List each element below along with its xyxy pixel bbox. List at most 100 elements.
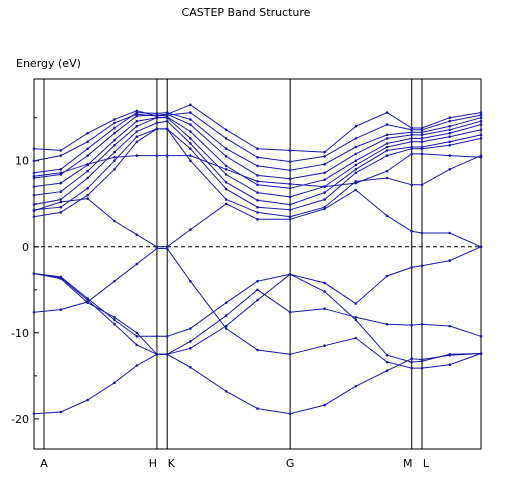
band-point xyxy=(288,187,292,190)
band-point xyxy=(113,150,116,154)
band-point xyxy=(323,205,326,209)
band-point xyxy=(385,123,389,126)
band-point xyxy=(113,126,116,130)
band-point xyxy=(113,318,116,322)
band-point xyxy=(135,154,139,157)
band-point xyxy=(113,156,116,159)
band-point xyxy=(135,130,139,133)
kpoint-label-K: K xyxy=(168,457,176,470)
band-point xyxy=(59,154,63,157)
band-line-12 xyxy=(33,113,482,180)
band-point xyxy=(385,360,389,364)
band-point xyxy=(323,307,326,311)
band-point xyxy=(354,159,358,162)
band-point xyxy=(135,109,139,113)
band-line-16 xyxy=(33,153,482,188)
band-point xyxy=(224,198,228,201)
band-point xyxy=(288,215,292,218)
band-point xyxy=(113,219,116,223)
band-point xyxy=(420,152,424,156)
band-point xyxy=(288,195,292,199)
band-point xyxy=(165,353,169,356)
band-point xyxy=(224,314,228,317)
band-point xyxy=(354,181,358,185)
band-point xyxy=(410,126,414,130)
band-point xyxy=(448,231,452,235)
band-point xyxy=(86,193,89,197)
band-point xyxy=(385,154,389,157)
band-point xyxy=(448,119,452,123)
band-point xyxy=(165,245,169,249)
band-point xyxy=(189,347,192,350)
band-point xyxy=(32,215,36,218)
band-point xyxy=(410,152,414,156)
band-point xyxy=(410,357,414,361)
band-point xyxy=(354,137,358,140)
band-point xyxy=(155,335,159,338)
band-point xyxy=(354,318,358,322)
band-point xyxy=(354,171,358,175)
band-point xyxy=(288,168,292,172)
band-point xyxy=(385,274,389,278)
band-point xyxy=(448,168,452,171)
band-point xyxy=(354,152,358,156)
band-point xyxy=(256,164,259,168)
band-line-3 xyxy=(33,273,482,363)
band-point xyxy=(189,142,192,145)
band-point xyxy=(189,123,192,126)
band-point xyxy=(155,154,159,157)
band-point xyxy=(420,145,424,149)
y-tick-label: 0 xyxy=(22,241,29,254)
band-point xyxy=(32,203,36,206)
band-point xyxy=(224,128,228,132)
band-point xyxy=(479,137,483,140)
band-point xyxy=(410,137,414,140)
band-point xyxy=(155,353,159,356)
band-point xyxy=(189,327,192,330)
band-point xyxy=(448,135,452,138)
band-point xyxy=(224,327,228,330)
band-point xyxy=(420,264,424,268)
band-point xyxy=(59,277,63,280)
band-point xyxy=(135,262,139,266)
band-point xyxy=(155,245,159,249)
band-point xyxy=(86,298,89,302)
band-point xyxy=(420,366,424,370)
band-point xyxy=(385,145,389,149)
band-point xyxy=(448,324,452,328)
chart-title: CASTEP Band Structure xyxy=(182,6,311,19)
band-point xyxy=(59,308,63,311)
band-point xyxy=(420,322,424,326)
band-point xyxy=(256,279,259,283)
band-point xyxy=(32,171,36,175)
band-point xyxy=(420,140,424,144)
band-point xyxy=(86,197,89,200)
band-point xyxy=(354,168,358,171)
band-point xyxy=(385,322,389,326)
band-point xyxy=(135,364,139,367)
band-point xyxy=(410,145,414,149)
band-point xyxy=(256,180,259,183)
band-point xyxy=(354,125,358,128)
band-point xyxy=(479,116,483,119)
band-point xyxy=(288,149,292,152)
band-point xyxy=(410,133,414,137)
band-point xyxy=(59,171,63,175)
band-point xyxy=(113,121,116,125)
band-point xyxy=(479,113,483,117)
band-point xyxy=(135,335,139,338)
band-point xyxy=(86,147,89,150)
band-point xyxy=(165,154,169,157)
band-point xyxy=(165,119,169,123)
band-point xyxy=(59,149,63,152)
band-point xyxy=(479,111,483,114)
band-point xyxy=(420,231,424,235)
band-point xyxy=(256,298,259,302)
band-line-14 xyxy=(33,112,482,163)
band-point xyxy=(420,126,424,130)
band-point xyxy=(256,191,259,194)
band-point xyxy=(59,211,63,214)
plot-area: -20 -10 0 10 A H K G M L xyxy=(11,78,483,470)
band-point xyxy=(410,131,414,134)
kpoint-label-A: A xyxy=(40,457,48,470)
